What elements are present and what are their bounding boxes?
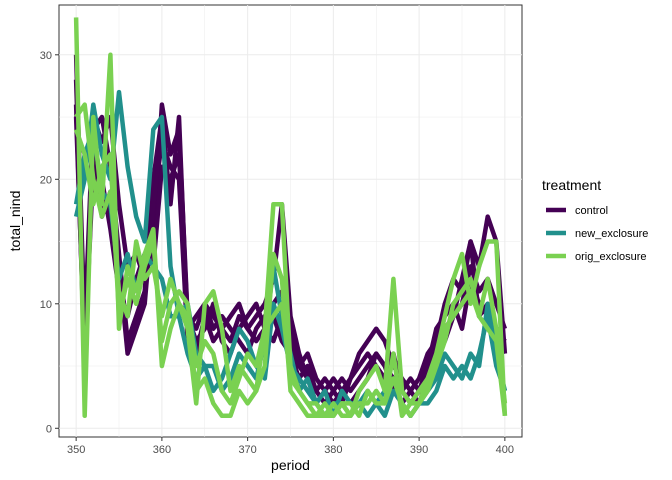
x-axis-title: period [271, 457, 310, 473]
legend: treatment control new_exclosure orig_exclo… [542, 177, 648, 263]
x-axis: 350 360 370 380 390 400 [67, 437, 514, 456]
x-tick-label: 390 [410, 444, 428, 456]
x-tick-label: 360 [153, 444, 171, 456]
x-tick-label: 400 [496, 444, 514, 456]
y-axis-title: total_nind [7, 191, 23, 252]
y-tick-label: 0 [46, 423, 52, 435]
y-tick-label: 30 [40, 50, 52, 62]
x-tick-label: 380 [324, 444, 342, 456]
legend-title: treatment [542, 177, 601, 193]
series-line-orig_exclosure [74, 102, 508, 419]
y-tick-label: 20 [40, 174, 52, 186]
y-axis: 0 10 20 30 [40, 50, 59, 435]
x-tick-label: 370 [238, 444, 256, 456]
x-tick-label: 350 [67, 444, 85, 456]
series-lines [73, 17, 508, 419]
y-tick-label: 10 [40, 299, 52, 311]
series-line-orig_exclosure [73, 128, 508, 419]
legend-label-control: control [575, 205, 608, 217]
legend-label-new_exclosure: new_exclosure [575, 228, 648, 240]
legend-label-orig_exclosure: orig_exclosure [575, 251, 647, 263]
